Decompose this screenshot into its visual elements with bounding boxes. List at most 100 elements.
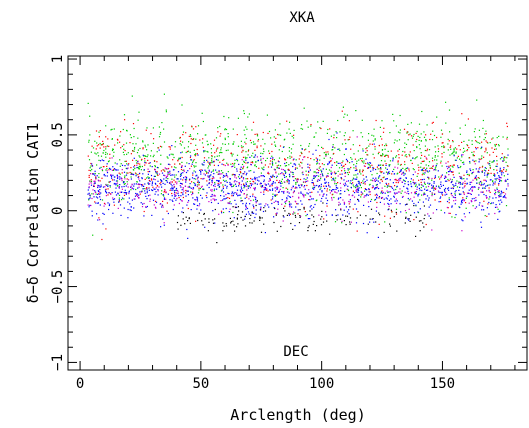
data-point	[294, 225, 296, 227]
data-point	[466, 144, 468, 146]
data-point	[392, 170, 394, 173]
data-point	[405, 170, 407, 172]
data-point	[148, 179, 150, 182]
data-point	[339, 203, 341, 205]
data-point	[220, 190, 223, 192]
data-point	[454, 193, 456, 195]
data-point	[289, 196, 291, 198]
data-point	[343, 179, 345, 181]
data-point	[433, 134, 436, 137]
data-point	[288, 192, 290, 194]
data-point	[148, 183, 150, 185]
data-point	[422, 222, 424, 224]
data-point	[321, 170, 323, 172]
data-point	[189, 134, 191, 136]
data-point	[379, 201, 381, 203]
data-point	[444, 177, 446, 179]
data-point	[353, 196, 356, 198]
data-point	[191, 125, 193, 127]
data-point	[484, 167, 486, 169]
data-point	[384, 192, 386, 194]
data-point	[320, 187, 322, 189]
data-point	[263, 150, 265, 153]
data-point	[133, 157, 135, 159]
data-point	[257, 138, 260, 141]
data-point	[278, 191, 280, 193]
data-point	[343, 153, 345, 156]
data-point	[498, 135, 500, 137]
data-point	[148, 177, 150, 179]
data-point	[203, 157, 206, 159]
data-point	[397, 131, 400, 133]
data-point	[196, 200, 199, 202]
data-point	[449, 178, 451, 180]
data-point	[186, 228, 188, 231]
data-point	[364, 183, 366, 185]
data-point	[471, 173, 473, 175]
data-point	[301, 152, 303, 154]
data-point	[185, 192, 187, 194]
data-point	[253, 220, 255, 222]
data-point	[105, 184, 107, 186]
data-point	[113, 168, 115, 170]
data-point	[469, 157, 471, 159]
data-point	[239, 177, 241, 180]
data-point	[288, 201, 290, 203]
data-point	[284, 162, 286, 165]
data-point	[103, 173, 105, 176]
data-point	[113, 169, 115, 171]
data-point	[373, 167, 375, 169]
data-point	[348, 200, 350, 203]
data-point	[230, 203, 232, 205]
data-point	[89, 204, 91, 206]
data-point	[304, 188, 306, 190]
data-point	[260, 182, 262, 185]
data-point	[347, 169, 349, 171]
data-point	[394, 200, 396, 202]
data-point	[279, 182, 281, 184]
data-point	[487, 184, 489, 186]
data-point	[246, 181, 248, 183]
data-point	[97, 152, 99, 154]
data-point	[268, 180, 270, 182]
data-point	[407, 188, 409, 190]
data-point	[185, 216, 187, 218]
data-point	[328, 138, 330, 141]
data-point	[301, 124, 303, 126]
data-point	[177, 193, 179, 195]
data-point	[244, 141, 246, 143]
data-point	[420, 133, 422, 135]
data-point	[295, 186, 297, 188]
data-point	[382, 191, 384, 193]
data-point	[486, 197, 488, 199]
data-point	[337, 148, 339, 150]
data-point	[492, 181, 494, 183]
data-point	[255, 161, 257, 163]
data-point	[335, 177, 337, 179]
data-point	[393, 120, 395, 122]
data-point	[395, 178, 397, 180]
data-point	[347, 139, 349, 141]
data-point	[141, 177, 143, 179]
data-point	[469, 162, 471, 164]
data-point	[220, 170, 223, 172]
data-point	[263, 193, 265, 195]
data-point	[218, 184, 220, 186]
data-point	[192, 197, 194, 199]
data-point	[171, 181, 173, 183]
data-point	[245, 174, 247, 176]
data-point	[271, 150, 273, 153]
data-point	[87, 193, 89, 195]
data-point	[305, 178, 307, 181]
data-point	[199, 139, 201, 141]
data-point	[494, 144, 496, 146]
data-point	[428, 215, 430, 217]
data-point	[322, 174, 324, 176]
data-point	[503, 175, 505, 177]
data-point	[353, 167, 355, 169]
data-point	[459, 176, 461, 178]
data-point	[166, 210, 168, 212]
data-point	[475, 177, 477, 180]
data-point	[309, 206, 311, 208]
data-point	[456, 157, 458, 159]
